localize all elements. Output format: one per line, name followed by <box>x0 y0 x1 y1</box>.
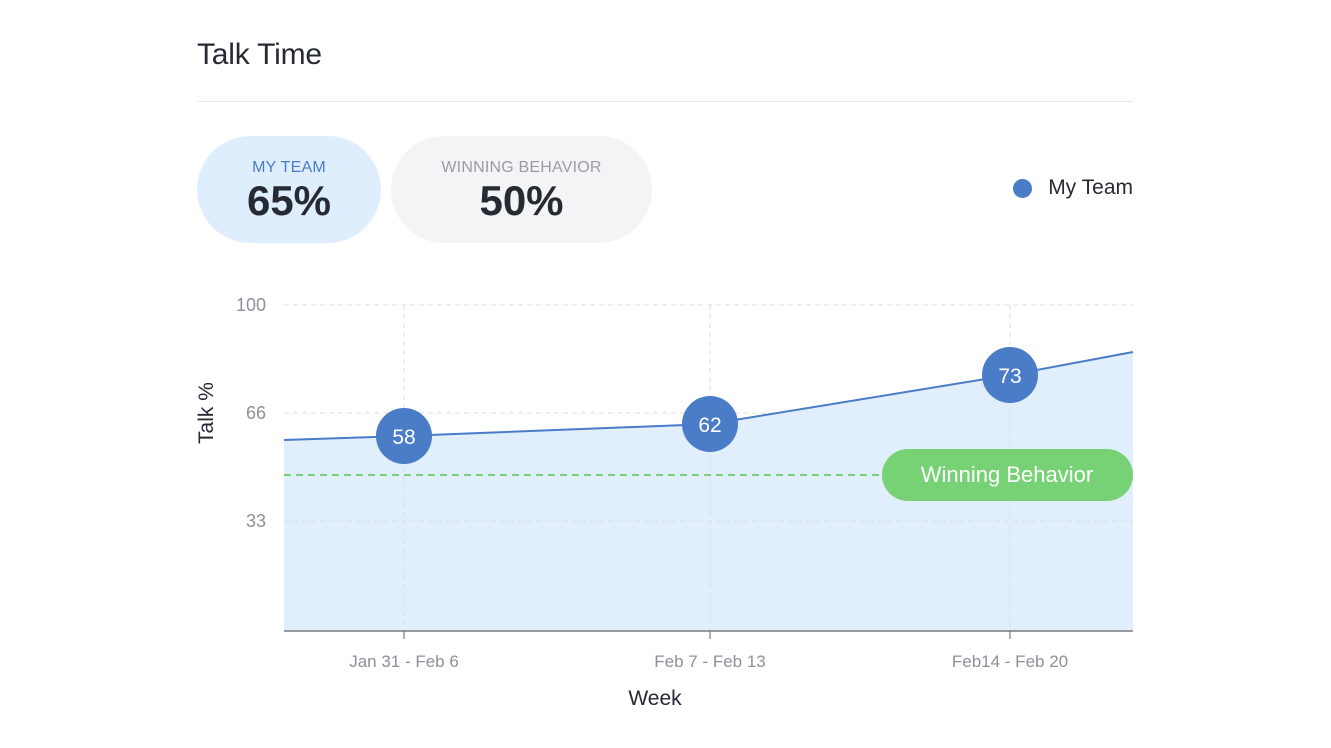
point-label: 62 <box>698 414 721 437</box>
x-axis-label: Week <box>628 687 682 710</box>
legend-label: My Team <box>1048 176 1133 199</box>
chart-legend[interactable]: My Team <box>1013 176 1133 200</box>
x-tick-3: Feb14 - Feb 20 <box>952 652 1068 671</box>
winning-behavior-value: 50% <box>479 177 564 224</box>
y-tick-100: 100 <box>236 295 266 315</box>
y-tick-66: 66 <box>246 403 266 423</box>
y-axis-label: Talk % <box>195 382 218 444</box>
x-tick-1: Jan 31 - Feb 6 <box>349 652 459 671</box>
x-tick-2: Feb 7 - Feb 13 <box>654 652 766 671</box>
benchmark-label: Winning Behavior <box>921 462 1093 487</box>
legend-dot-icon <box>1013 178 1033 198</box>
point-label: 58 <box>392 426 415 449</box>
point-label: 73 <box>998 365 1021 388</box>
header-divider <box>197 101 1133 102</box>
data-point[interactable]: 73 <box>982 347 1038 403</box>
winning-behavior-summary-pill[interactable]: WINNING BEHAVIOR 50% <box>391 136 652 243</box>
my-team-label: MY TEAM <box>252 159 326 176</box>
winning-behavior-label: WINNING BEHAVIOR <box>441 159 602 176</box>
page-title: Talk Time <box>197 38 322 71</box>
benchmark-badge[interactable]: Winning Behavior <box>882 449 1133 501</box>
my-team-value: 65% <box>246 177 332 224</box>
data-point[interactable]: 62 <box>682 396 738 452</box>
series-area <box>284 352 1133 631</box>
my-team-summary-pill[interactable]: MY TEAM 65% <box>197 136 381 243</box>
data-point[interactable]: 58 <box>376 408 432 464</box>
y-tick-33: 33 <box>246 511 266 531</box>
